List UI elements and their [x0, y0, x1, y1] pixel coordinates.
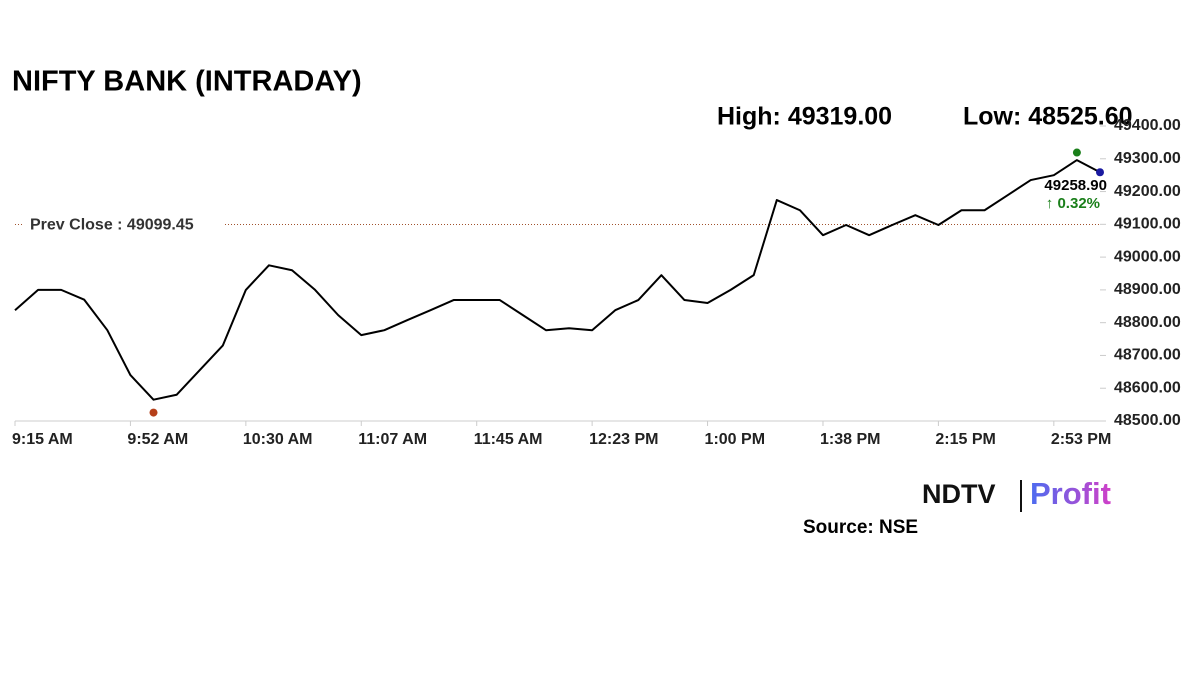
y-tick-label: 48700.00	[1114, 347, 1181, 364]
y-tick-label: 48500.00	[1114, 412, 1181, 429]
prev-close-label: Prev Close : 49099.45	[30, 217, 194, 234]
x-tick-label: 9:15 AM	[12, 431, 73, 448]
x-tick-label: 2:15 PM	[935, 431, 995, 448]
y-tick-label: 48800.00	[1114, 314, 1181, 331]
x-tick-label: 1:00 PM	[705, 431, 765, 448]
y-tick-label: 49000.00	[1114, 248, 1181, 265]
y-tick-label: 48900.00	[1114, 281, 1181, 298]
x-tick-label: 10:30 AM	[243, 431, 313, 448]
x-tick-label: 1:38 PM	[820, 431, 880, 448]
x-tick-label: 2:53 PM	[1051, 431, 1111, 448]
change-label: ↑ 0.32%	[1046, 195, 1100, 212]
x-tick-label: 11:07 AM	[358, 431, 427, 448]
high-marker	[1072, 148, 1081, 157]
low-marker	[149, 408, 158, 417]
price-line	[14, 159, 1101, 401]
last-marker	[1096, 168, 1104, 177]
y-tick-label: 49300.00	[1114, 150, 1181, 167]
y-tick-label: 48600.00	[1114, 379, 1181, 396]
logo-profit: Profit	[1030, 476, 1111, 511]
chart-title: NIFTY BANK (INTRADAY)	[12, 66, 362, 98]
y-tick-label: 49400.00	[1114, 117, 1181, 134]
x-tick-label: 9:52 AM	[127, 431, 188, 448]
y-tick-label: 49200.00	[1114, 183, 1181, 200]
x-tick-label: 11:45 AM	[474, 431, 543, 448]
y-tick-label: 49100.00	[1114, 216, 1181, 233]
x-tick-label: 12:23 PM	[589, 431, 658, 448]
low-label: Low: 48525.60	[963, 103, 1133, 131]
prev-close-bg	[24, 213, 224, 236]
logo-ndtv: NDTV	[922, 479, 996, 509]
last-value-label: 49258.90	[1044, 177, 1107, 194]
high-label: High: 49319.00	[717, 103, 892, 131]
source: Source: NSE	[803, 517, 918, 538]
